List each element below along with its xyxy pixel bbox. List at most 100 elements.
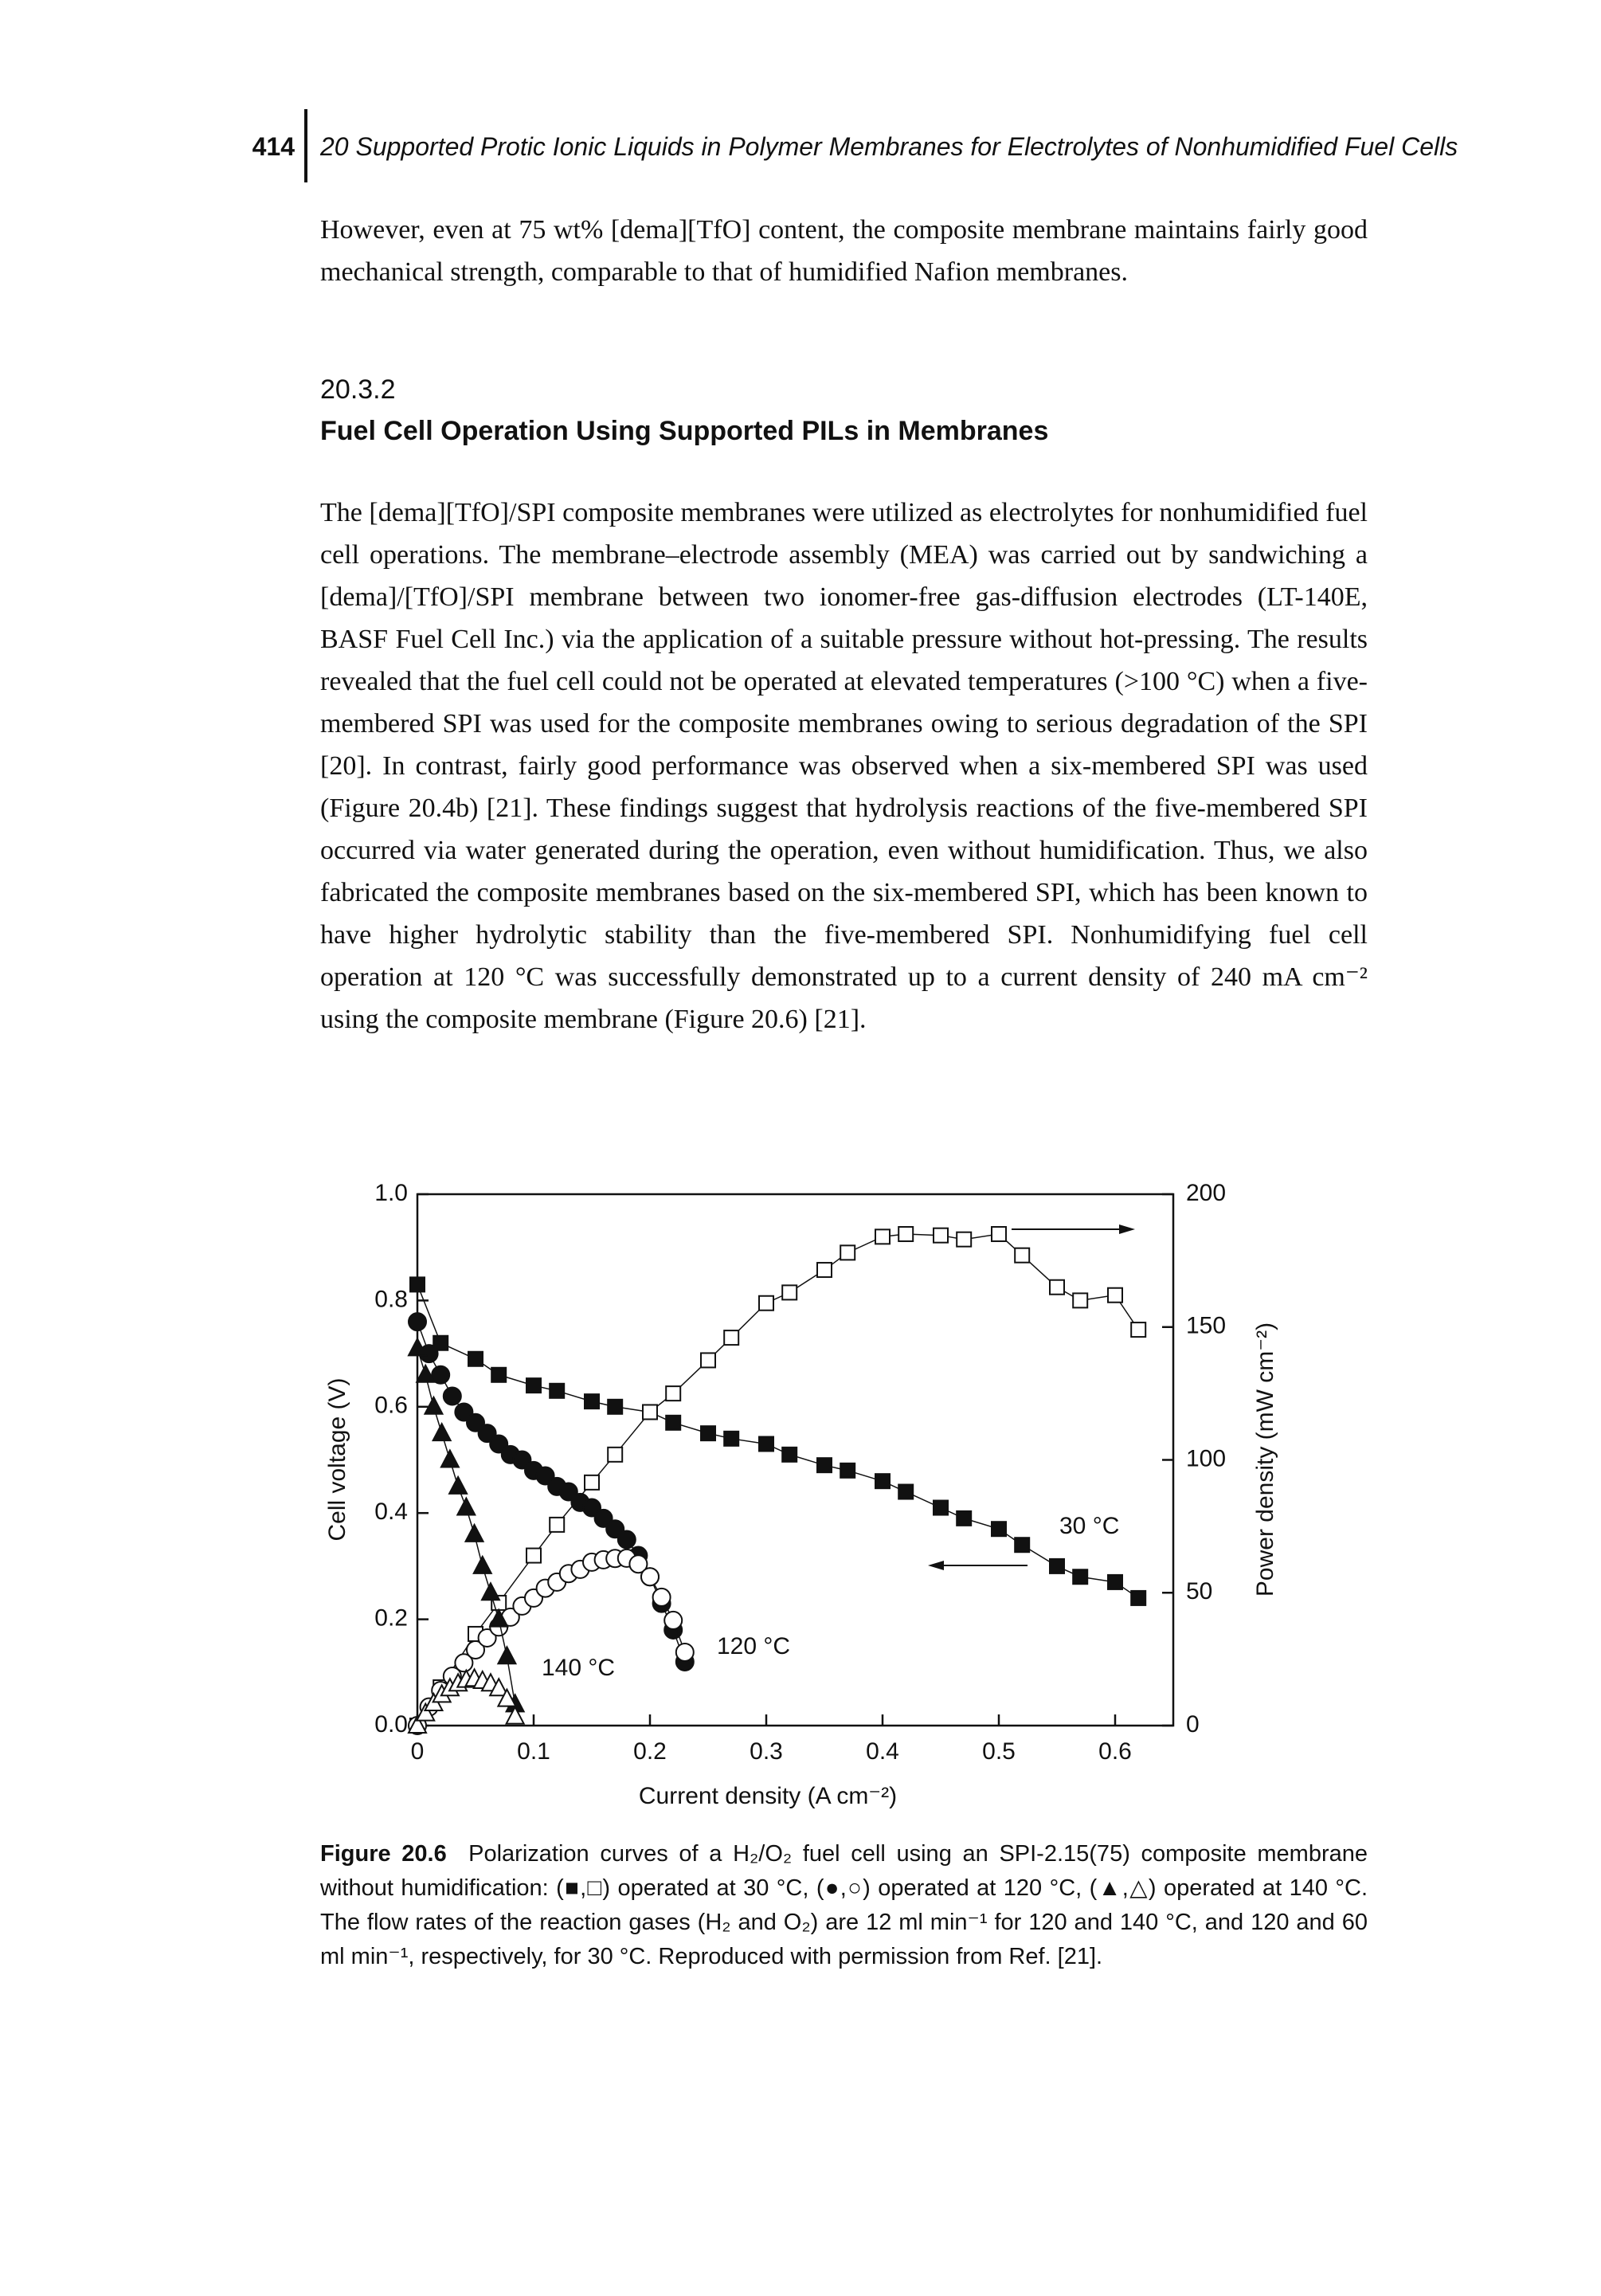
triangle-marker (464, 1522, 485, 1542)
series-line (417, 1284, 1139, 1599)
square-marker (584, 1474, 600, 1491)
square-marker (526, 1377, 542, 1394)
x-tick-label: 0.5 (982, 1738, 1016, 1765)
triangle-marker (480, 1581, 501, 1601)
x-tick-label: 0.4 (866, 1738, 899, 1765)
figure-label: Figure 20.6 (320, 1841, 447, 1867)
y-tick-label: 0.8 (374, 1286, 408, 1312)
x-axis-title: Current density (A cm⁻²) (639, 1783, 897, 1809)
x-tick-label: 0 (411, 1738, 425, 1765)
caption-text: Polarization curves of a H₂/O₂ fuel cell… (320, 1841, 1368, 1969)
circle-marker (663, 1610, 683, 1630)
triangle-marker (472, 1554, 493, 1574)
square-marker (1107, 1287, 1123, 1303)
y2-tick-label: 150 (1186, 1313, 1226, 1339)
square-marker (1014, 1247, 1031, 1264)
circle-marker (605, 1519, 625, 1539)
square-marker (723, 1330, 740, 1346)
triangle-marker (423, 1395, 444, 1415)
square-marker (607, 1398, 624, 1415)
square-marker (468, 1350, 483, 1367)
x-tick-label: 0.1 (517, 1738, 550, 1765)
square-marker (840, 1462, 856, 1479)
circle-marker (652, 1587, 671, 1607)
circle-marker (640, 1567, 660, 1587)
square-marker (723, 1430, 740, 1447)
square-marker (1130, 1589, 1147, 1606)
triangle-marker (504, 1705, 526, 1725)
figure-caption: Figure 20.6 Polarization curves of a H₂/… (320, 1837, 1368, 1974)
square-marker (781, 1446, 798, 1463)
y2-tick-label: 200 (1186, 1180, 1226, 1206)
square-marker (758, 1295, 774, 1311)
header-rule (304, 109, 307, 182)
square-marker (584, 1393, 600, 1410)
circle-marker (617, 1530, 636, 1550)
square-marker (1107, 1573, 1123, 1590)
triangle-marker (415, 1363, 436, 1383)
square-marker (700, 1352, 716, 1369)
square-marker (840, 1244, 856, 1261)
y-tick-label: 0.4 (374, 1499, 408, 1525)
circle-marker (628, 1554, 648, 1574)
y2-axis-title: Power density (mW cm⁻²) (1252, 1322, 1278, 1597)
triangle-marker (456, 1496, 476, 1516)
square-marker (991, 1226, 1007, 1243)
section-title: Fuel Cell Operation Using Supported PILs… (320, 416, 1049, 446)
paragraph: The [dema][TfO]/SPI composite membranes … (320, 498, 1368, 1034)
paragraph: However, even at 75 wt% [dema][TfO] cont… (320, 215, 1368, 287)
circle-marker (477, 1628, 497, 1648)
square-marker (816, 1457, 832, 1474)
circle-marker (593, 1508, 613, 1528)
y2-tick-label: 0 (1186, 1711, 1200, 1738)
square-marker (665, 1414, 682, 1431)
triangle-marker (415, 1702, 436, 1722)
square-marker (956, 1231, 973, 1248)
triangle-marker (407, 1337, 428, 1357)
arrow-head (1119, 1224, 1135, 1234)
triangle-marker (496, 1687, 518, 1707)
triangle-marker (488, 1608, 509, 1628)
square-marker (665, 1385, 682, 1402)
square-marker (898, 1226, 914, 1243)
circle-marker (512, 1450, 532, 1470)
y-tick-label: 0.6 (374, 1393, 408, 1419)
page-number: 414 (252, 132, 295, 161)
circle-marker (582, 1498, 601, 1518)
arrow-head (928, 1561, 944, 1570)
circle-marker (489, 1434, 509, 1454)
square-marker (549, 1382, 566, 1399)
square-marker (875, 1228, 891, 1245)
square-marker (933, 1227, 949, 1244)
square-marker (933, 1499, 949, 1516)
y-tick-label: 0.2 (374, 1605, 408, 1632)
triangle-marker (440, 1448, 460, 1468)
x-tick-label: 0.2 (633, 1738, 667, 1765)
circle-marker (454, 1402, 474, 1422)
square-marker (433, 1334, 449, 1351)
square-marker (956, 1510, 973, 1526)
square-marker (607, 1446, 624, 1463)
x-tick-label: 0.3 (750, 1738, 783, 1765)
square-marker (1130, 1322, 1147, 1338)
triangle-marker (407, 1714, 428, 1734)
square-marker (642, 1404, 658, 1420)
circle-marker (454, 1653, 474, 1673)
square-marker (1049, 1279, 1065, 1295)
square-marker (526, 1547, 542, 1564)
square-marker (1072, 1569, 1089, 1585)
annotation: 140 °C (542, 1655, 615, 1681)
square-marker (409, 1276, 425, 1293)
circle-marker (477, 1424, 497, 1444)
section-number: 20.3.2 (320, 374, 396, 405)
square-marker (1014, 1537, 1031, 1554)
square-marker (781, 1284, 798, 1301)
circle-marker (675, 1642, 695, 1662)
annotation: 120 °C (717, 1633, 790, 1659)
square-marker (758, 1436, 774, 1452)
circle-marker (408, 1312, 427, 1332)
y2-tick-label: 100 (1186, 1445, 1226, 1471)
y-tick-label: 0.0 (374, 1711, 408, 1738)
square-marker (1049, 1557, 1065, 1574)
